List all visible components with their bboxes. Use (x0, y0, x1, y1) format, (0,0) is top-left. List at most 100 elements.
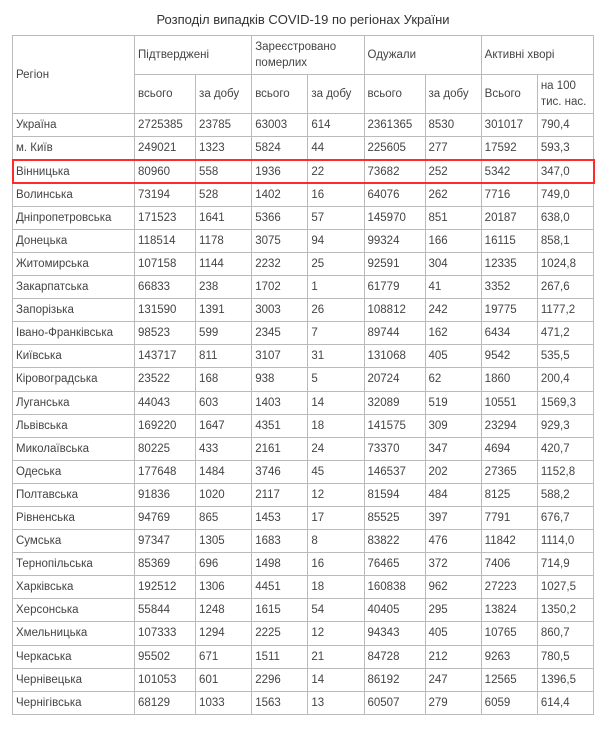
cell-act-per100k: 1177,2 (537, 299, 593, 322)
cell-death-total: 2345 (252, 322, 308, 345)
header-rec-total: всього (364, 75, 425, 114)
cell-rec-total: 145970 (364, 206, 425, 229)
cell-act-per100k: 535,5 (537, 345, 593, 368)
cell-conf-total: 44043 (135, 391, 196, 414)
cell-rec-day: 295 (425, 599, 481, 622)
cell-rec-total: 89744 (364, 322, 425, 345)
cell-rec-day: 262 (425, 183, 481, 206)
cell-conf-day: 1647 (196, 414, 252, 437)
cell-death-day: 18 (308, 576, 364, 599)
cell-rec-total: 2361365 (364, 114, 425, 137)
cell-conf-total: 95502 (135, 645, 196, 668)
cell-act-per100k: 1027,5 (537, 576, 593, 599)
cell-rec-total: 83822 (364, 530, 425, 553)
table-row: Хмельницька10733312942225129434340510765… (13, 622, 594, 645)
cell-death-total: 1498 (252, 553, 308, 576)
cell-death-day: 31 (308, 345, 364, 368)
header-act-total: Всього (481, 75, 537, 114)
cell-rec-total: 141575 (364, 414, 425, 437)
cell-act-total: 7406 (481, 553, 537, 576)
cell-death-day: 614 (308, 114, 364, 137)
cell-conf-total: 118514 (135, 229, 196, 252)
cell-death-total: 3003 (252, 299, 308, 322)
table-row: Запорізька131590139130032610881224219775… (13, 299, 594, 322)
cell-rec-total: 85525 (364, 506, 425, 529)
cell-conf-total: 171523 (135, 206, 196, 229)
table-row: Закарпатська668332381702161779413352267,… (13, 276, 594, 299)
cell-act-total: 7791 (481, 506, 537, 529)
cell-death-total: 2296 (252, 668, 308, 691)
cell-conf-total: 94769 (135, 506, 196, 529)
cell-act-total: 5342 (481, 160, 537, 183)
table-header: Регіон Підтверджені Зареєстровано померл… (13, 36, 594, 114)
cell-death-total: 3746 (252, 460, 308, 483)
cell-region: Черкаська (13, 645, 135, 668)
cell-rec-total: 99324 (364, 229, 425, 252)
cell-rec-total: 61779 (364, 276, 425, 299)
cell-conf-day: 601 (196, 668, 252, 691)
cell-death-total: 5366 (252, 206, 308, 229)
cell-conf-total: 169220 (135, 414, 196, 437)
table-row: Полтавська918361020211712815944848125588… (13, 483, 594, 506)
cell-region: Івано-Франківська (13, 322, 135, 345)
cell-rec-day: 347 (425, 437, 481, 460)
cell-rec-day: 309 (425, 414, 481, 437)
cell-death-total: 3075 (252, 229, 308, 252)
cell-region: Вінницька (13, 160, 135, 183)
cell-conf-total: 55844 (135, 599, 196, 622)
header-conf-day: за добу (196, 75, 252, 114)
cell-region: Чернівецька (13, 668, 135, 691)
header-recovered: Одужали (364, 36, 481, 75)
cell-region: Запорізька (13, 299, 135, 322)
header-region: Регіон (13, 36, 135, 114)
cell-act-total: 4694 (481, 437, 537, 460)
cell-death-total: 1683 (252, 530, 308, 553)
cell-rec-total: 76465 (364, 553, 425, 576)
cell-death-day: 21 (308, 645, 364, 668)
cell-death-total: 1702 (252, 276, 308, 299)
page-title: Розподіл випадків COVID-19 по регіонах У… (12, 12, 594, 27)
cell-conf-total: 131590 (135, 299, 196, 322)
cell-death-day: 26 (308, 299, 364, 322)
cell-act-total: 10551 (481, 391, 537, 414)
table-row: Херсонська558441248161554404052951382413… (13, 599, 594, 622)
cell-rec-day: 202 (425, 460, 481, 483)
cell-death-total: 4351 (252, 414, 308, 437)
cell-death-day: 13 (308, 691, 364, 714)
cell-rec-day: 162 (425, 322, 481, 345)
table-row: Сумська9734713051683883822476118421114,0 (13, 530, 594, 553)
cell-conf-day: 1178 (196, 229, 252, 252)
cell-conf-day: 1641 (196, 206, 252, 229)
cell-region: Закарпатська (13, 276, 135, 299)
cell-death-total: 1511 (252, 645, 308, 668)
cell-conf-total: 23522 (135, 368, 196, 391)
table-row: Івано-Франківська98523599234578974416264… (13, 322, 594, 345)
cell-region: Харківська (13, 576, 135, 599)
cell-death-day: 17 (308, 506, 364, 529)
cell-conf-total: 177648 (135, 460, 196, 483)
cell-act-total: 11842 (481, 530, 537, 553)
cell-act-per100k: 471,2 (537, 322, 593, 345)
cell-death-day: 16 (308, 553, 364, 576)
table-body: Україна272538523785630036142361365853030… (13, 114, 594, 714)
cell-conf-day: 1391 (196, 299, 252, 322)
cell-conf-total: 68129 (135, 691, 196, 714)
table-row: Миколаївська8022543321612473370347469442… (13, 437, 594, 460)
cell-rec-total: 81594 (364, 483, 425, 506)
cell-conf-day: 433 (196, 437, 252, 460)
cell-conf-total: 80960 (135, 160, 196, 183)
header-death-total: всього (252, 75, 308, 114)
cell-act-total: 9542 (481, 345, 537, 368)
cell-rec-total: 84728 (364, 645, 425, 668)
cell-conf-day: 1033 (196, 691, 252, 714)
cell-act-total: 10765 (481, 622, 537, 645)
cell-region: Донецька (13, 229, 135, 252)
cell-rec-day: 277 (425, 137, 481, 160)
cell-region: Дніпропетровська (13, 206, 135, 229)
cell-death-day: 1 (308, 276, 364, 299)
cell-act-per100k: 1114,0 (537, 530, 593, 553)
cell-death-total: 4451 (252, 576, 308, 599)
cell-act-per100k: 860,7 (537, 622, 593, 645)
cell-act-per100k: 638,0 (537, 206, 593, 229)
table-row: Волинська73194528140216640762627716749,0 (13, 183, 594, 206)
